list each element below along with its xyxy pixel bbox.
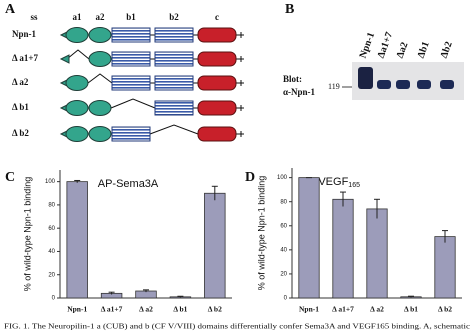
band [377,80,391,89]
ss-domain [59,54,70,64]
y-tick-label: 40 [280,247,287,253]
a-domain [88,51,112,67]
b-domain [154,75,194,91]
chart-title: AP-Sema3A [98,178,159,190]
lane-label: Δb2 [439,40,455,60]
x-tick-label: Δ b1 [404,305,418,314]
panel-label: A [5,2,16,17]
domain-label: b1 [126,12,136,22]
title-text: AP-Sema3A [98,178,159,190]
deletion-junction [87,73,113,84]
bar [66,181,88,299]
a-domain [65,100,89,116]
x-tick-label: Δ a2 [139,305,153,314]
y-tick-label: 80 [280,199,287,205]
a-domain [65,27,89,43]
y-tick-label: 100 [277,175,288,181]
lane-label: Npn-1 [358,31,377,60]
y-tick-label: 40 [48,249,55,255]
lane-label: Δb1 [416,40,432,60]
bar [204,192,226,299]
error-bar [143,289,149,293]
domain-label: b2 [169,12,179,22]
a-domain [65,75,89,91]
b-domain [111,126,151,142]
construct-label: Δ a1+7 [12,53,39,63]
x-tick-label: Δ b2 [438,305,452,314]
error-bar [108,291,115,295]
a-domain [88,126,112,142]
domain-label: ss [30,12,38,22]
c-domain [197,27,237,43]
title-subscript: 165 [348,182,360,189]
c-domain [197,126,237,142]
construct-label: Δ a2 [12,77,29,87]
b-domain [154,27,194,43]
blot-label: Blot: [283,74,302,84]
x-tick-label: Δ b2 [208,305,222,314]
x-tick-label: Δ a2 [370,305,384,314]
b-domain [154,51,194,67]
b-domain [111,51,151,67]
construct-label: Npn-1 [12,29,37,39]
x-tick-label: Δ b1 [173,305,187,314]
error-bar [211,185,218,201]
c-domain [197,75,237,91]
lane-label: Δa1+7 [376,31,396,60]
domain-label: a2 [96,12,106,22]
bar [298,177,320,299]
c-domain [197,51,237,67]
domain-label: c [215,12,219,22]
construct-label: Δ b1 [12,102,29,112]
deletion-junction [110,98,156,109]
bar [332,198,354,299]
error-bar [408,295,414,298]
band [396,80,410,89]
y-axis-label: % of wild-type Npn-1 binding [22,177,32,292]
a-domain [88,100,112,116]
y-tick-label: 0 [284,296,288,302]
panel-label: C [5,170,15,185]
deletion-junction [149,124,199,135]
y-axis-label: % of wild-type Npn-1 binding [256,176,266,291]
x-tick-label: Npn-1 [67,305,87,314]
caption: FIG. 1. The Neuropilin-1 a (CUB) and b (… [4,322,471,331]
panel-label: B [285,2,294,17]
y-tick-label: 20 [280,272,287,278]
y-tick-label: 80 [48,202,55,208]
error-bar [74,179,81,183]
marker-label: 119 [328,82,340,91]
x-tick-label: Npn-1 [299,305,319,314]
bar [434,236,456,299]
y-tick-label: 0 [52,296,56,302]
b-domain [111,75,151,91]
blot-label: α-Npn-1 [283,87,316,97]
y-tick-label: 60 [48,226,55,232]
x-tick-label: Δ a1+7 [101,305,123,314]
c-domain [197,100,237,116]
error-bar [442,230,448,243]
error-bar [340,191,346,207]
band [440,80,454,89]
x-tick-label: Δ a1+7 [332,305,354,314]
construct-label: Δ b2 [12,128,29,138]
b-domain [111,27,151,43]
b-domain [154,100,194,116]
y-tick-label: 100 [45,179,56,185]
panel-label: D [245,170,255,185]
y-tick-label: 20 [48,272,55,278]
bar [366,208,388,299]
a-domain [65,126,89,142]
y-tick-label: 60 [280,223,287,229]
band [358,67,373,89]
band [417,80,431,89]
a-domain [88,27,112,43]
deletion-junction [66,49,90,60]
error-bar [374,198,380,219]
lane-label: Δa2 [395,41,411,60]
domain-label: a1 [73,12,83,22]
error-bar [177,295,184,298]
